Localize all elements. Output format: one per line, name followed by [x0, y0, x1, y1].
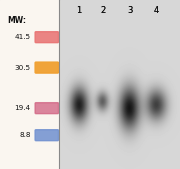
- Text: 1: 1: [76, 6, 82, 15]
- FancyBboxPatch shape: [35, 103, 58, 114]
- Text: 19.4: 19.4: [14, 105, 31, 111]
- Text: 41.5: 41.5: [14, 34, 31, 40]
- Text: 4: 4: [154, 6, 159, 15]
- FancyBboxPatch shape: [35, 130, 58, 141]
- Text: 2: 2: [100, 6, 105, 15]
- Text: MW:: MW:: [7, 16, 26, 25]
- Text: MW:: MW:: [7, 16, 26, 25]
- FancyBboxPatch shape: [35, 62, 58, 73]
- FancyBboxPatch shape: [35, 103, 58, 114]
- Text: 2: 2: [100, 6, 105, 15]
- Text: 3: 3: [127, 6, 132, 15]
- Text: 30.5: 30.5: [14, 65, 31, 71]
- Text: 41.5: 41.5: [14, 34, 31, 40]
- FancyBboxPatch shape: [35, 32, 58, 43]
- Text: 8.8: 8.8: [19, 132, 31, 138]
- Text: 3: 3: [127, 6, 132, 15]
- Text: 30.5: 30.5: [14, 65, 31, 71]
- Bar: [0, 0, 59, 169]
- FancyBboxPatch shape: [35, 32, 58, 43]
- Text: 19.4: 19.4: [14, 105, 31, 111]
- FancyBboxPatch shape: [35, 130, 58, 141]
- Text: 1: 1: [76, 6, 82, 15]
- Text: 8.8: 8.8: [19, 132, 31, 138]
- FancyBboxPatch shape: [35, 62, 58, 73]
- Bar: [59, 0, 180, 169]
- Bar: [0, 0, 59, 169]
- Text: 4: 4: [154, 6, 159, 15]
